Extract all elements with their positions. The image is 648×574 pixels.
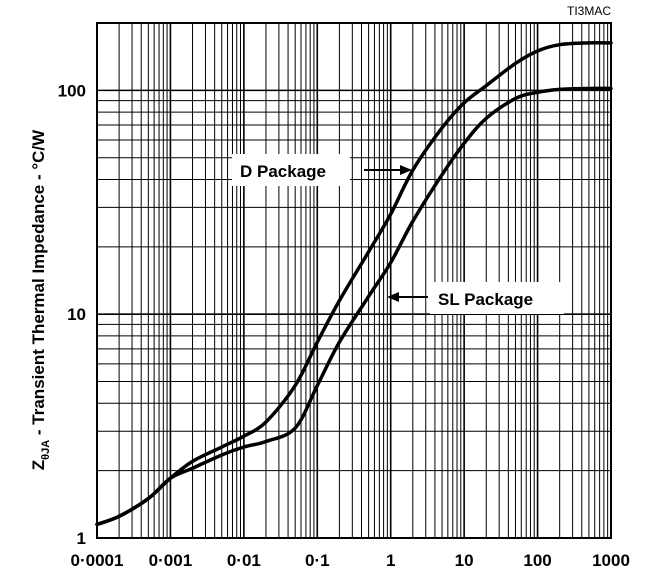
x-tick-label: 1 <box>386 551 395 570</box>
y-axis-symbol: Z <box>29 460 48 470</box>
y-axis-title: ZθJA - Transient Thermal Impedance - °C/… <box>29 129 52 470</box>
y-axis-text: - Transient Thermal Impedance - °C/W <box>29 129 48 440</box>
sl-package-label: SL Package <box>438 290 533 309</box>
x-tick-label: 1000 <box>592 551 630 570</box>
sl-package-arrowhead <box>387 292 399 302</box>
x-tick-label: 10 <box>455 551 474 570</box>
x-tick-label: 0·01 <box>227 551 261 570</box>
series-line-d-package <box>95 40 613 527</box>
x-tick-label: 0·0001 <box>71 551 124 570</box>
y-axis-subscript: θJA <box>40 440 52 460</box>
d-package-annotation: D Package <box>232 154 412 186</box>
x-tick-label: 100 <box>523 551 551 570</box>
plot-frame <box>96 22 612 539</box>
y-tick-label: 10 <box>67 305 86 324</box>
d-package-arrowhead <box>400 165 412 175</box>
grid <box>97 23 611 538</box>
sl-package-annotation: SL Package <box>387 282 564 314</box>
tick-labels: 0·0001 0·001 0·01 0·1 1 10 100 1000 1 10 100 <box>58 81 630 570</box>
y-tick-label: 100 <box>58 81 86 100</box>
series-layer <box>95 40 613 527</box>
series-line-sl-package <box>95 86 613 527</box>
d-package-label: D Package <box>240 162 326 181</box>
y-tick-label: 1 <box>77 529 86 548</box>
x-tick-label: 0·001 <box>149 551 192 570</box>
d-package-label-box <box>232 154 350 186</box>
x-tick-label: 0·1 <box>305 551 330 570</box>
sl-package-label-box <box>430 282 564 314</box>
corner-id: TI3MAC <box>567 4 611 18</box>
